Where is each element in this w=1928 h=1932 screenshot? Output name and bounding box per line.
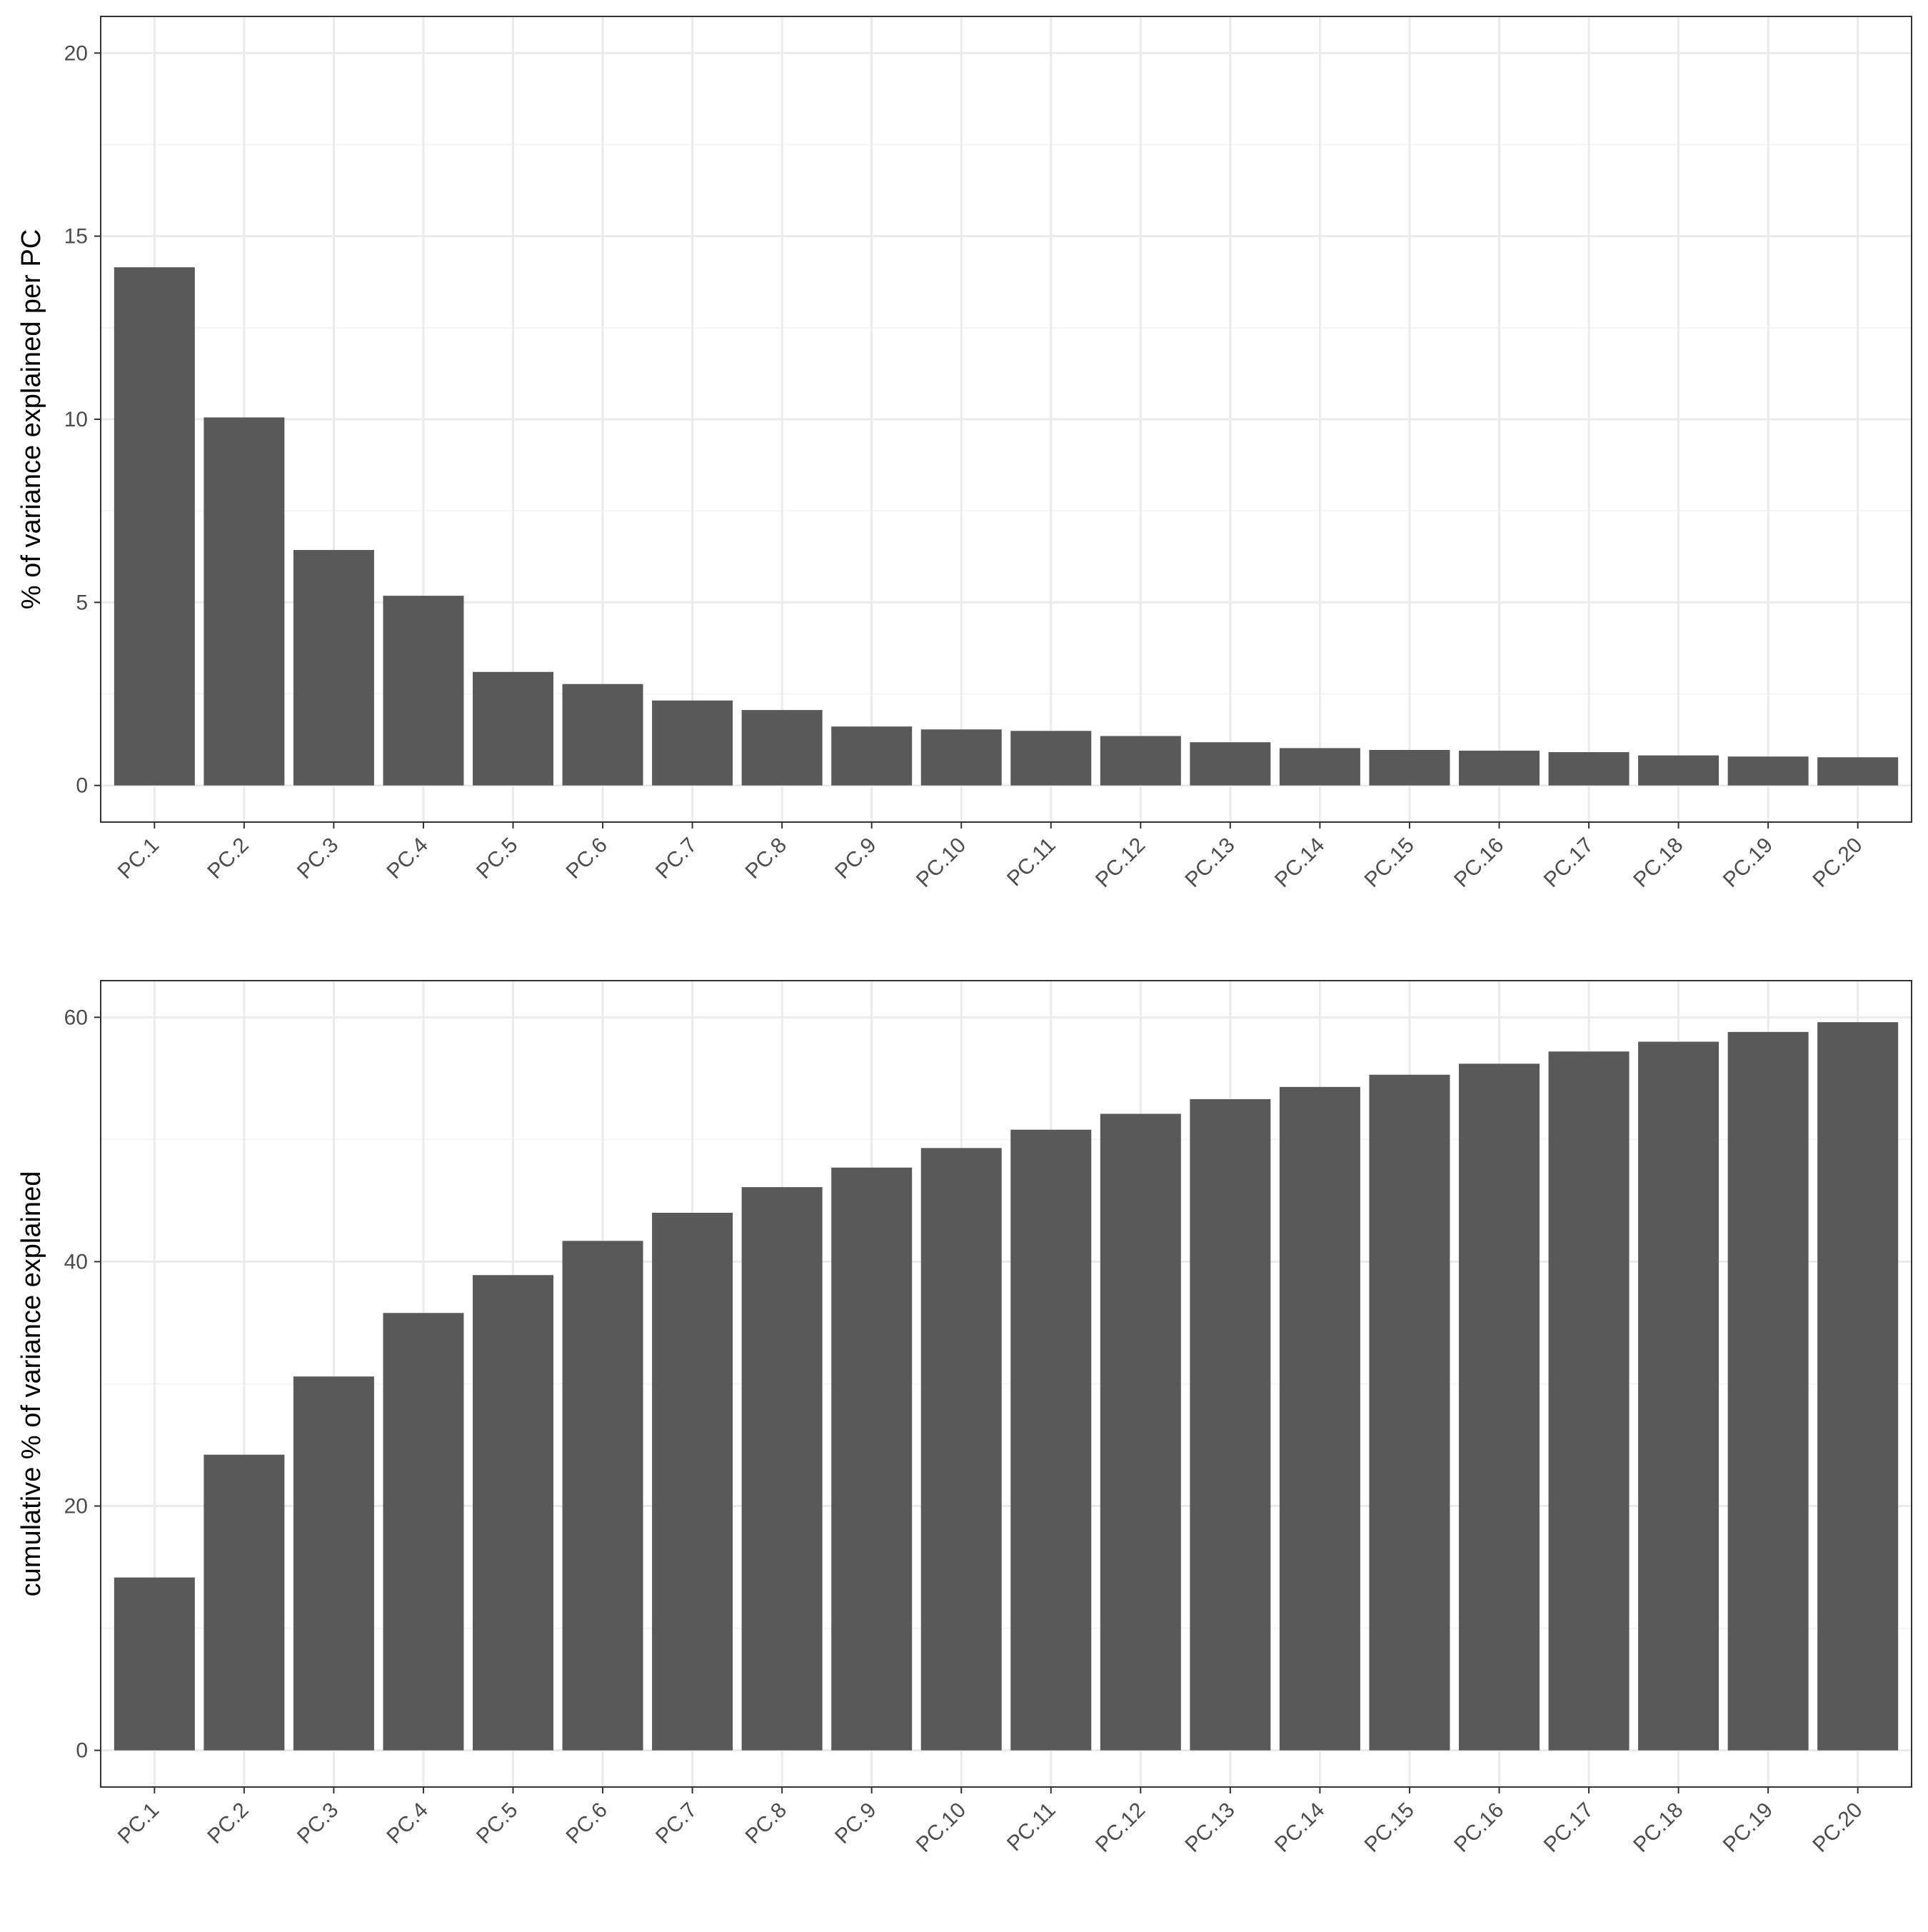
bar-pc-1 bbox=[114, 267, 195, 786]
bar-pc-13 bbox=[1190, 742, 1271, 786]
bar-pc-7 bbox=[652, 700, 733, 786]
y-tick-label: 0 bbox=[76, 1739, 88, 1763]
bar-pc-1 bbox=[114, 1577, 195, 1751]
bar-pc-3 bbox=[293, 1376, 374, 1751]
bar-pc-9 bbox=[831, 1167, 913, 1751]
bar-pc-11 bbox=[1010, 1129, 1092, 1751]
bar-pc-5 bbox=[473, 671, 553, 786]
bar-pc-19 bbox=[1727, 756, 1809, 786]
bar-pc-19 bbox=[1727, 1031, 1809, 1751]
y-tick-label: 40 bbox=[64, 1250, 88, 1273]
bar-pc-20 bbox=[1817, 757, 1899, 786]
bar-pc-5 bbox=[473, 1275, 553, 1751]
y-tick-label: 0 bbox=[76, 774, 88, 798]
bar-pc-15 bbox=[1369, 749, 1450, 786]
bar-pc-12 bbox=[1100, 1113, 1181, 1751]
bar-pc-8 bbox=[741, 1187, 823, 1751]
bar-pc-16 bbox=[1459, 1063, 1540, 1751]
bar-pc-3 bbox=[293, 550, 374, 786]
bar-pc-18 bbox=[1638, 1041, 1719, 1751]
bar-pc-2 bbox=[204, 1454, 285, 1751]
pc-variance-y-axis-title: % of variance explained per PC bbox=[16, 229, 46, 609]
bar-pc-17 bbox=[1548, 752, 1630, 786]
bar-pc-7 bbox=[652, 1213, 733, 1751]
bar-pc-20 bbox=[1817, 1022, 1899, 1751]
bar-pc-16 bbox=[1459, 751, 1540, 786]
y-tick-label: 20 bbox=[64, 1495, 88, 1518]
y-tick-label: 5 bbox=[76, 591, 88, 614]
bar-pc-14 bbox=[1279, 748, 1360, 786]
y-tick-label: 15 bbox=[64, 225, 88, 249]
bar-pc-10 bbox=[920, 1148, 1002, 1751]
bar-pc-15 bbox=[1369, 1074, 1450, 1751]
bar-pc-11 bbox=[1010, 731, 1092, 786]
bar-pc-8 bbox=[741, 710, 823, 786]
y-tick-label: 20 bbox=[64, 41, 88, 65]
bar-pc-6 bbox=[562, 1241, 643, 1751]
bar-pc-17 bbox=[1548, 1051, 1630, 1751]
bar-pc-14 bbox=[1279, 1086, 1360, 1751]
bar-pc-18 bbox=[1638, 755, 1719, 786]
bar-pc-10 bbox=[920, 729, 1002, 786]
bar-pc-6 bbox=[562, 684, 643, 786]
bar-pc-9 bbox=[831, 726, 913, 786]
bar-pc-4 bbox=[383, 596, 464, 786]
bar-pc-4 bbox=[383, 1313, 464, 1751]
y-tick-label: 60 bbox=[64, 1006, 88, 1029]
cumulative-variance-y-axis-title: cumulative % of variance explained bbox=[16, 1171, 46, 1597]
bar-pc-12 bbox=[1100, 736, 1181, 786]
bar-pc-13 bbox=[1190, 1098, 1271, 1751]
panel-border bbox=[100, 980, 1912, 1788]
y-tick-label: 10 bbox=[64, 408, 88, 431]
bar-pc-2 bbox=[204, 417, 285, 786]
